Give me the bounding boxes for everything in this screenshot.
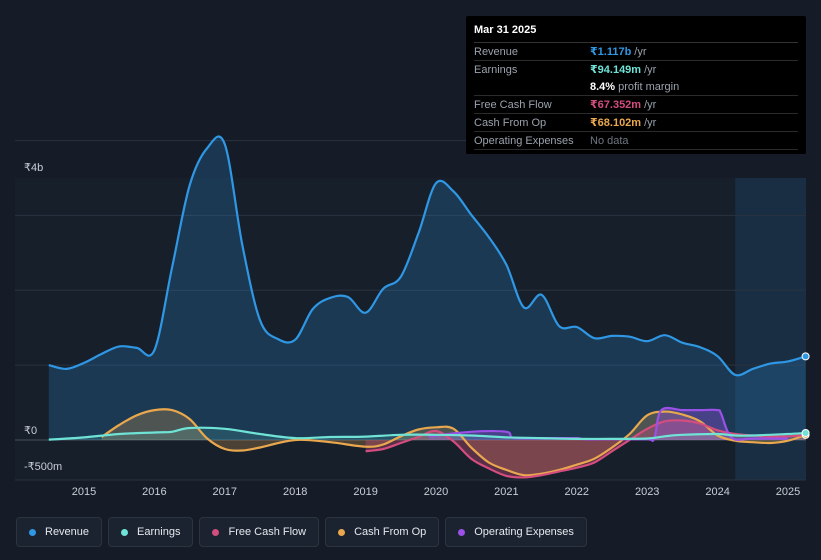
legend-item-revenue[interactable]: Revenue (16, 517, 103, 547)
tooltip-panel: Mar 31 2025 Revenue ₹1.117b /yr Earnings… (466, 16, 806, 154)
tooltip-value: ₹94.149m (590, 64, 642, 76)
legend-dot-icon (212, 528, 220, 536)
x-tick-label: 2018 (283, 486, 307, 498)
legend-dot-icon (458, 528, 466, 536)
tooltip-unit: /yr (644, 63, 657, 76)
tooltip-label: Operating Expenses (474, 134, 574, 147)
tooltip-unit: /yr (634, 45, 647, 58)
y-tick-label-bottom: -₹500m (24, 461, 62, 473)
plot-background (15, 178, 806, 480)
legend-label: Earnings (137, 526, 181, 538)
tooltip-label: Revenue (474, 45, 519, 58)
revenue-line (48, 135, 806, 377)
legend-item-earnings[interactable]: Earnings (108, 517, 194, 547)
series-lines (48, 135, 806, 479)
operating-expenses-area (429, 407, 788, 441)
cash-from-op-line (100, 408, 806, 477)
gridlines (15, 140, 806, 481)
y-tick-label-zero: ₹0 (24, 425, 37, 437)
revenue-area (48, 136, 806, 440)
tooltip-date: Mar 31 2025 (474, 24, 798, 43)
legend-label: Free Cash Flow (228, 526, 307, 538)
legend-dot-icon (29, 528, 36, 536)
revenue-end-marker (801, 352, 810, 361)
tooltip-row-profit-margin: 8.4% profit margin (474, 78, 798, 96)
x-axis-ticks: 2015 2016 2017 2018 2019 2020 2021 2022 2023 2024… (72, 486, 800, 498)
x-tick-label: 2021 (494, 486, 518, 498)
forecast-region (735, 178, 806, 480)
earnings-line (48, 426, 806, 441)
chart-area: ₹4b ₹0 -₹500m 2015 2016 2017 2018 2019 2020 20… (15, 135, 810, 498)
y-tick-label-top: ₹4b (24, 162, 43, 174)
x-tick-label: 2016 (142, 486, 166, 498)
legend-dot-icon (338, 528, 346, 536)
legend-item-free-cash-flow[interactable]: Free Cash Flow (199, 517, 320, 547)
x-tick-label: 2024 (705, 486, 729, 498)
tooltip-unit: /yr (644, 98, 657, 111)
tooltip-value: No data (590, 134, 629, 147)
tooltip-value: ₹67.352m (590, 99, 642, 111)
tooltip-row-free-cash-flow: Free Cash Flow ₹67.352m /yr (474, 96, 798, 114)
legend: Revenue Earnings Free Cash Flow Cash Fro… (16, 517, 587, 547)
legend-label: Cash From Op (354, 526, 427, 538)
free-cash-flow-line (365, 419, 806, 479)
x-tick-label: 2015 (72, 486, 96, 498)
x-tick-label: 2023 (635, 486, 659, 498)
tooltip-unit: profit margin (618, 80, 680, 93)
x-tick-label: 2017 (213, 486, 237, 498)
tooltip-row-operating-expenses: Operating Expenses No data (474, 132, 798, 150)
legend-label: Operating Expenses (474, 526, 574, 538)
tooltip-unit: /yr (644, 116, 657, 129)
legend-label: Revenue (45, 526, 90, 538)
tooltip-row-earnings: Earnings ₹94.149m /yr (474, 61, 798, 78)
tooltip-label: Cash From Op (474, 116, 547, 129)
tooltip-label: Free Cash Flow (474, 98, 552, 111)
legend-item-cash-from-op[interactable]: Cash From Op (325, 517, 440, 547)
tooltip-row-revenue: Revenue ₹1.117b /yr (474, 43, 798, 61)
x-tick-label: 2022 (565, 486, 589, 498)
legend-item-operating-expenses[interactable]: Operating Expenses (445, 517, 587, 547)
tooltip-value: ₹68.102m (590, 117, 642, 129)
tooltip-label: Earnings (474, 63, 518, 76)
tooltip-row-cash-from-op: Cash From Op ₹68.102m /yr (474, 114, 798, 132)
cash-from-op-area (101, 409, 806, 476)
tooltip-value: 8.4% (590, 80, 616, 93)
x-tick-label: 2020 (424, 486, 448, 498)
x-tick-label: 2025 (776, 486, 800, 498)
legend-dot-icon (121, 528, 129, 536)
series-end-markers (801, 352, 810, 439)
tooltip-value: ₹1.117b (590, 46, 632, 58)
earnings-end-marker (801, 428, 810, 437)
x-tick-label: 2019 (353, 486, 377, 498)
